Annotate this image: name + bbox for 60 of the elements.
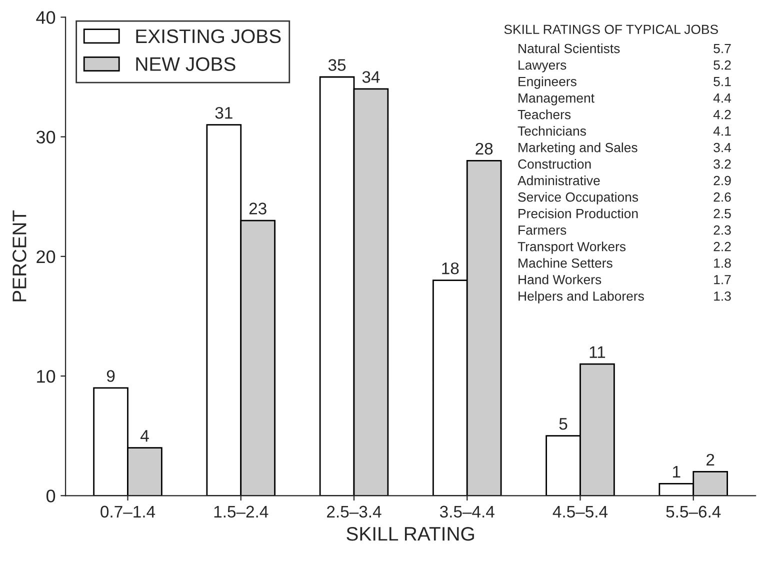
- y-tick-label: 0: [46, 490, 56, 502]
- y-tick-label: 20: [36, 250, 56, 264]
- data-label: 34: [362, 71, 380, 83]
- y-tick-label: 10: [37, 370, 56, 383]
- data-label: 1: [673, 466, 680, 478]
- annotation: Management: [518, 94, 594, 106]
- legend-label: EXISTING JOBS: [136, 29, 281, 44]
- annotation: 2.3: [714, 225, 731, 235]
- annotation: Service Occupations: [518, 192, 638, 204]
- data-label: 28: [476, 142, 493, 155]
- annotation: Helpers and Laborers: [518, 291, 644, 304]
- annotation: Lawyers: [518, 60, 566, 72]
- annotation: Hand Workers: [518, 274, 602, 284]
- annotation: 2.6: [714, 192, 731, 202]
- annotation: Natural Scientists: [518, 44, 620, 54]
- data-label: 5: [559, 418, 568, 430]
- x-tick-label: 0.7–1.4: [100, 506, 156, 518]
- data-label: 11: [590, 346, 606, 358]
- y-axis-title: PERCENT: [12, 210, 26, 302]
- x-tick-label: 2.5–3.4: [327, 506, 382, 518]
- x-tick-label: 4.5–5.4: [552, 506, 608, 518]
- annotation: 2.2: [714, 242, 731, 252]
- annotation: Marketing and Sales: [518, 142, 638, 155]
- annotation: 3.4: [714, 142, 732, 152]
- annotation: 5.2: [714, 60, 731, 70]
- y-tick-label: 40: [36, 11, 56, 24]
- annotation: SKILL RATINGS OF TYPICAL JOBS: [504, 24, 718, 34]
- annotation: 2.5: [714, 208, 731, 218]
- x-axis-title: SKILL RATING: [346, 526, 474, 541]
- annotation: Construction: [518, 159, 591, 169]
- annotation: 4.2: [713, 110, 731, 120]
- data-label: 2: [706, 454, 714, 466]
- data-label: 23: [249, 202, 266, 214]
- annotation: 2.9: [714, 176, 731, 186]
- data-label: 18: [442, 262, 459, 274]
- x-tick-label: 3.5–4.4: [440, 506, 494, 518]
- annotation: Farmers: [518, 226, 566, 235]
- annotation: Teachers: [518, 110, 571, 120]
- annotation: 1.3: [714, 291, 731, 301]
- annotation: 3.2: [714, 159, 731, 169]
- y-tick-label: 30: [36, 130, 56, 144]
- data-label: 31: [215, 106, 232, 119]
- x-tick-label: 5.5–6.4: [666, 506, 721, 518]
- data-label: 4: [140, 430, 149, 442]
- annotation: Administrative: [518, 176, 600, 186]
- annotation: Transport Workers: [518, 242, 626, 254]
- annotation: 4.1: [713, 126, 731, 136]
- x-tick-label: 1.5–2.4: [214, 506, 268, 518]
- annotation: 4.4: [713, 94, 732, 103]
- annotation: Technicians: [518, 126, 586, 136]
- annotation: 5.1: [714, 77, 731, 86]
- annotation: Precision Production: [518, 208, 638, 218]
- annotation: 5.7: [714, 44, 731, 54]
- annotation: 1.7: [714, 275, 731, 284]
- data-label: 9: [106, 370, 115, 382]
- data-label: 35: [328, 59, 346, 71]
- annotation: Machine Setters: [518, 258, 612, 268]
- annotation: 1.8: [714, 258, 731, 268]
- legend-label: NEW JOBS: [136, 57, 236, 71]
- annotation: Engineers: [518, 76, 576, 89]
